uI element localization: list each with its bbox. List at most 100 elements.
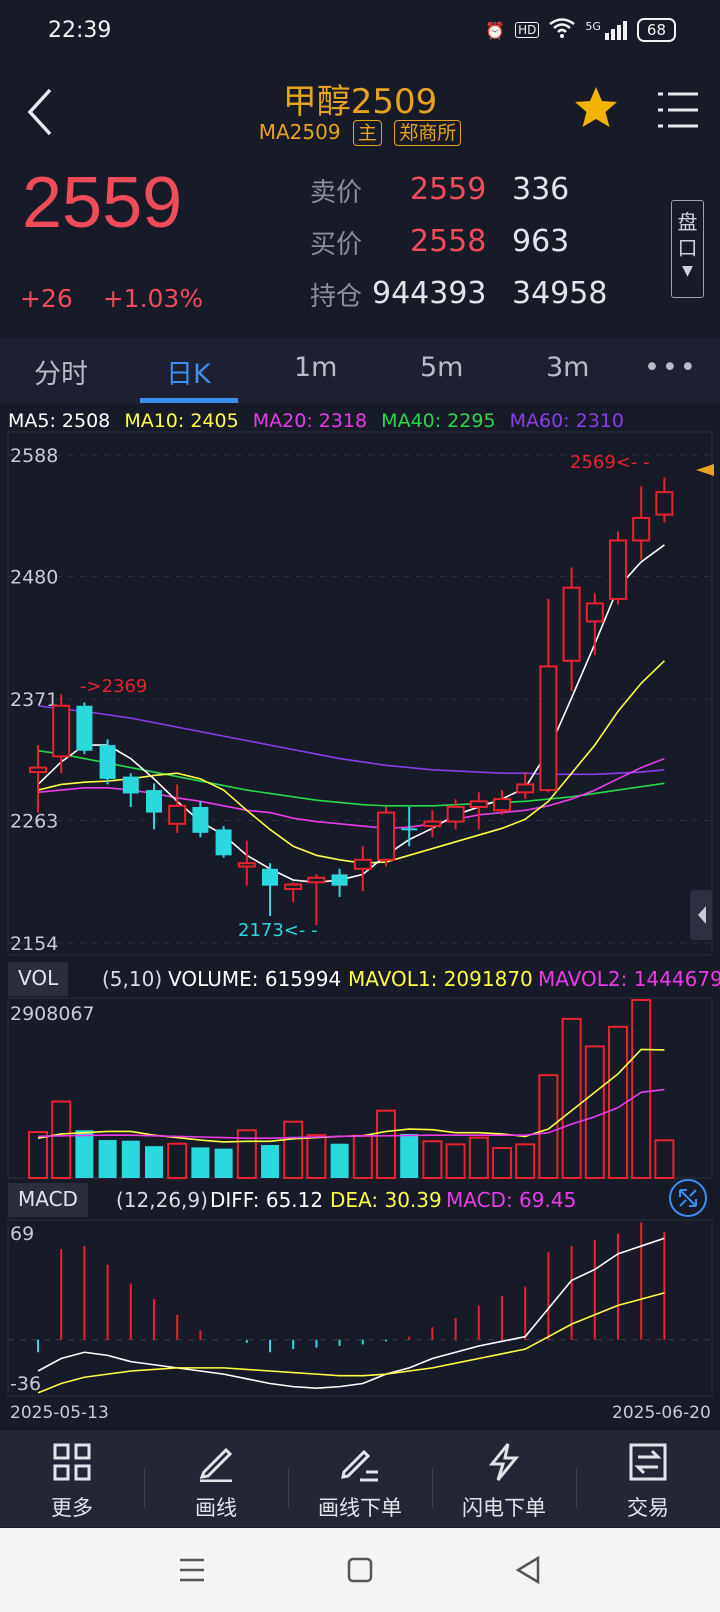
tab-1m[interactable]: 1m xyxy=(294,352,338,383)
contract-code: MA2509 xyxy=(258,120,341,144)
candle-body-down xyxy=(99,745,116,779)
volume-bar-down xyxy=(261,1144,279,1178)
candle-body-up xyxy=(353,858,372,870)
ma10-label: MA10: 2405 xyxy=(124,410,239,432)
flash-order-label: 闪电下单 xyxy=(462,1496,546,1520)
more-tabs-icon[interactable]: ••• xyxy=(644,352,698,383)
order-book-toggle[interactable]: 盘 口 ▼ xyxy=(671,200,704,298)
candle-body-down xyxy=(122,776,139,794)
draw-line-label: 画线 xyxy=(195,1496,237,1520)
back-icon[interactable] xyxy=(20,82,64,142)
volume-bar-up xyxy=(584,1045,605,1179)
bid-volume: 963 xyxy=(512,224,570,259)
ask-label: 卖价 xyxy=(310,178,363,208)
tab-daily-k[interactable]: 日K xyxy=(166,359,211,390)
trade-button[interactable]: 交易 xyxy=(576,1430,720,1527)
volume-bar-up xyxy=(422,1140,443,1179)
battery-icon: 68 xyxy=(636,18,676,42)
dea-value: DEA: 30.39 xyxy=(330,1188,442,1212)
header: 甲醇2509 MA2509 主 郑商所 xyxy=(0,64,720,160)
macd-indicator-button[interactable]: MACD xyxy=(8,1183,88,1217)
price-change: +26 +1.03% xyxy=(20,284,225,313)
volume-bar-down xyxy=(145,1146,163,1178)
pankou-char-1: 盘 xyxy=(677,210,698,234)
volume-bar-up xyxy=(538,1074,559,1180)
candle-body-up xyxy=(539,665,558,792)
candle-body-up xyxy=(655,491,674,516)
draw-line-button[interactable]: 画线 xyxy=(144,1430,288,1527)
candle-body-up xyxy=(168,804,187,825)
volume-bar-up xyxy=(515,1143,536,1180)
candle-body-up xyxy=(377,811,395,861)
ma60-line xyxy=(37,704,665,776)
toolbar-divider xyxy=(432,1468,433,1508)
macd-value: MACD: 69.45 xyxy=(446,1188,577,1212)
status-icons: ⏰ HD 5G 68 xyxy=(485,18,676,42)
flash-order-button[interactable]: 闪电下单 xyxy=(432,1430,576,1527)
open-interest: 944393 xyxy=(372,276,487,311)
candle-body-down xyxy=(76,705,93,751)
pankou-char-2: 口 xyxy=(677,236,698,260)
hd-icon: HD xyxy=(515,22,540,38)
high-annotation: 2569<- - xyxy=(570,452,650,473)
contract-title: 甲醇2509 xyxy=(282,82,438,122)
draw-line-order-button[interactable]: 画线下单 xyxy=(288,1430,432,1527)
lightning-icon xyxy=(488,1443,520,1481)
volume-bar-up xyxy=(306,1134,327,1180)
pencil-icon xyxy=(199,1447,233,1482)
macd-legend: MACD (12,26,9) DIFF: 65.12 DEA: 30.39 MA… xyxy=(0,1183,720,1217)
mavol1-line xyxy=(37,1048,665,1143)
price-tick-label: 2588 xyxy=(10,445,58,467)
recent-apps-icon[interactable] xyxy=(170,1548,214,1592)
candle-body-down xyxy=(262,868,278,886)
tab-5m[interactable]: 5m xyxy=(420,352,464,383)
volume-bar-down xyxy=(330,1143,349,1178)
candle-body-down xyxy=(401,828,418,831)
volume-bar-down xyxy=(191,1147,210,1178)
volume-bar-up xyxy=(283,1120,304,1179)
contract-subtitle: MA2509 主 郑商所 xyxy=(0,120,720,146)
mavol1-value: MAVOL1: 2091870 xyxy=(348,967,533,991)
candle-body-up xyxy=(237,862,256,868)
bid-label: 买价 xyxy=(310,230,363,260)
price-tick-label: 2480 xyxy=(10,566,58,588)
start-date: 2025-05-13 xyxy=(10,1403,109,1423)
tab-intraday[interactable]: 分时 xyxy=(34,359,88,390)
back-nav-icon[interactable] xyxy=(506,1548,550,1592)
volume-bar-down xyxy=(75,1130,94,1178)
expand-icon[interactable] xyxy=(668,1178,708,1218)
kline-chart[interactable]: 2588 2480 2371 2263 2154 2569<- - ->2369 2173<-… xyxy=(0,0,720,1430)
menu-icon[interactable] xyxy=(656,88,700,132)
last-price: 2559 xyxy=(22,163,183,243)
more-button[interactable]: 更多 xyxy=(0,1430,144,1527)
volume-bar-up xyxy=(167,1142,188,1179)
low-annotation: 2173<- - xyxy=(238,920,318,941)
tab-3m[interactable]: 3m xyxy=(546,352,590,383)
price-tick-label: 2154 xyxy=(10,933,58,955)
change-percent: +1.03% xyxy=(102,284,204,313)
candle-body-up xyxy=(446,805,465,823)
candle-body-up xyxy=(516,783,535,794)
status-time: 22:39 xyxy=(48,18,112,43)
volume-bar-up xyxy=(445,1143,466,1180)
end-date: 2025-06-20 xyxy=(612,1403,711,1423)
vol-indicator-button[interactable]: VOL xyxy=(8,962,69,996)
ma20-line xyxy=(37,757,665,830)
chevron-left-icon xyxy=(698,906,706,924)
volume-bar-up xyxy=(352,1134,373,1179)
active-tab-indicator xyxy=(140,398,238,403)
ask-price: 2559 xyxy=(410,172,487,207)
prev-high-annotation: ->2369 xyxy=(80,676,147,697)
main-chart-frame xyxy=(7,431,713,956)
macd-min-label: -36 xyxy=(10,1373,41,1395)
candle-body-up xyxy=(493,798,511,812)
main-contract-tag: 主 xyxy=(352,120,382,146)
alarm-icon: ⏰ xyxy=(485,20,506,40)
favorite-star-icon[interactable] xyxy=(572,84,620,132)
volume-bar-down xyxy=(98,1140,117,1178)
volume-bar-down xyxy=(121,1140,140,1178)
candle-body-down xyxy=(146,790,162,813)
grid-icon xyxy=(53,1443,91,1481)
home-icon[interactable] xyxy=(338,1548,382,1592)
volume-bar-up xyxy=(236,1129,257,1180)
